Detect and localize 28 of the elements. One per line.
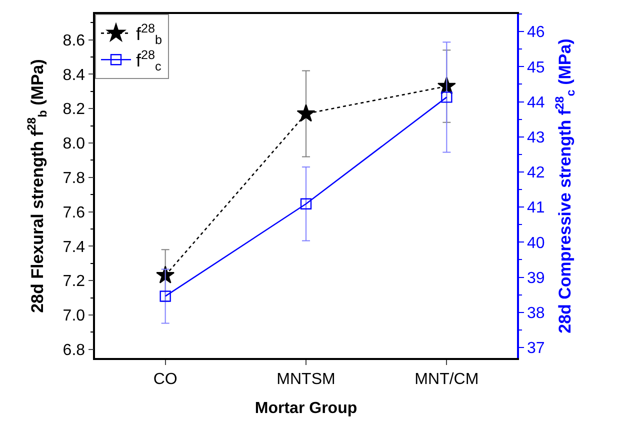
y-tick-label: 8.2: [62, 101, 86, 118]
y-tick-label: 7.4: [62, 238, 86, 256]
x-axis-title: Mortar Group: [254, 400, 358, 418]
point: [441, 92, 452, 103]
y2-tick-label: 41: [526, 200, 545, 217]
y2-tick-label: 40: [526, 234, 545, 252]
point: [300, 198, 312, 210]
y-tick-label: 8.0: [62, 136, 86, 153]
y-tick-label: 8.6: [62, 32, 86, 50]
x-tick-label: MNT/CM: [414, 370, 479, 388]
y2-tick-label: 38: [526, 304, 545, 322]
y2-tick-label: 42: [526, 164, 545, 182]
y2-tick-label: 45: [526, 59, 545, 76]
x-tick-label: MNTSM: [276, 370, 336, 388]
x-tick-label: CO: [153, 370, 178, 388]
point: [296, 104, 316, 122]
y2-tick-label: 44: [526, 94, 545, 112]
y2-tick-label: 43: [526, 129, 545, 146]
y-tick-label: 6.8: [62, 342, 86, 359]
y-tick-label: 7.0: [62, 308, 86, 325]
y-tick-label: 8.4: [62, 66, 86, 84]
y2-tick-label: 37: [526, 340, 545, 358]
y-tick-label: 7.6: [62, 204, 86, 222]
y-tick-label: 7.8: [62, 170, 86, 187]
y2-tick-label: 46: [526, 24, 545, 42]
y-tick-label: 7.2: [62, 273, 86, 290]
y2-tick-label: 39: [526, 270, 545, 287]
point: [160, 290, 171, 302]
